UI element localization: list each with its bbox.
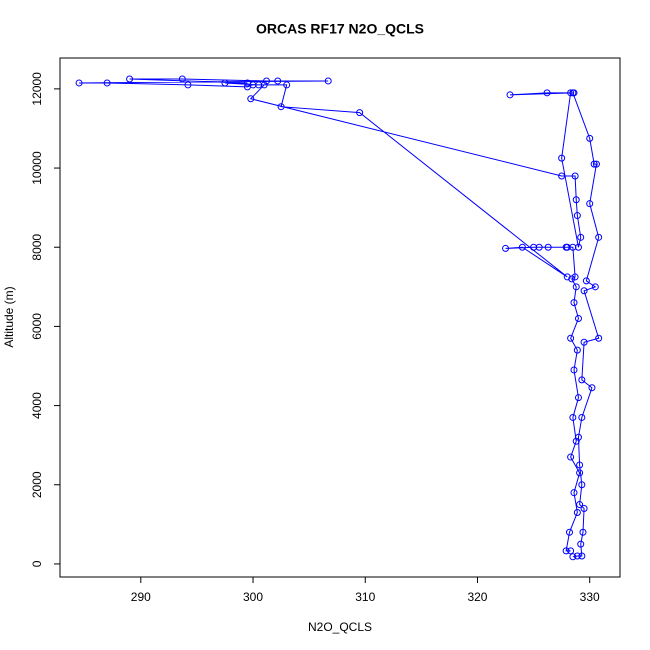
data-point: [576, 469, 584, 477]
data-point: [324, 77, 332, 85]
data-point: [567, 89, 575, 97]
y-tick-label: 2000: [30, 471, 44, 498]
data-point: [574, 394, 582, 402]
data-point: [576, 461, 584, 469]
x-tick-label: 330: [580, 590, 600, 604]
data-point: [574, 314, 582, 322]
data-point: [567, 334, 575, 342]
data-point: [569, 413, 577, 421]
data-point: [567, 547, 575, 555]
data-point: [75, 79, 83, 87]
data-point: [579, 528, 587, 536]
y-tick-label: 10000: [30, 151, 44, 185]
data-point: [573, 508, 581, 516]
x-tick-label: 290: [131, 590, 151, 604]
data-point: [103, 79, 111, 87]
data-point: [571, 273, 579, 281]
data-point: [506, 91, 514, 99]
data-point: [570, 299, 578, 307]
y-tick-label: 0: [30, 560, 44, 567]
data-point: [221, 79, 229, 87]
data-point: [530, 243, 538, 251]
data-point: [356, 109, 364, 117]
data-point: [544, 243, 552, 251]
data-point: [571, 172, 579, 180]
data-point: [178, 75, 186, 83]
data-point: [592, 160, 600, 168]
data-point: [573, 552, 581, 560]
data-point: [558, 172, 566, 180]
x-tick-label: 300: [243, 590, 263, 604]
data-point: [569, 89, 577, 97]
data-point: [274, 77, 282, 85]
data-point: [595, 233, 603, 241]
data-point: [586, 200, 594, 208]
data-point: [247, 95, 255, 103]
y-axis-label: Altitude (m): [2, 286, 16, 347]
plot-frame: [59, 57, 621, 578]
y-tick-label: 12000: [30, 72, 44, 106]
data-point: [126, 75, 134, 83]
data-point: [518, 243, 526, 251]
data-point: [578, 376, 586, 384]
data-point: [577, 540, 585, 548]
data-point: [568, 275, 576, 283]
data-point: [572, 437, 580, 445]
data-point: [595, 334, 603, 342]
data-point: [580, 338, 588, 346]
data-point: [249, 81, 257, 89]
data-point: [558, 154, 566, 162]
data-point: [502, 244, 510, 252]
data-point: [277, 103, 285, 111]
data-point: [567, 453, 575, 461]
chart-title: ORCAS RF17 N2O_QCLS: [256, 21, 424, 37]
data-point: [580, 287, 588, 295]
data-point: [578, 552, 586, 560]
data-point: [578, 481, 586, 489]
data-point: [591, 283, 599, 291]
data-point: [574, 433, 582, 441]
y-tick-label: 6000: [30, 313, 44, 340]
data-point: [283, 81, 291, 89]
y-tick-label: 8000: [30, 234, 44, 261]
data-point: [573, 212, 581, 220]
data-point: [562, 243, 570, 251]
data-point: [563, 273, 571, 281]
data-point: [260, 81, 268, 89]
data-point: [562, 547, 570, 555]
data-point: [573, 346, 581, 354]
x-tick-label: 320: [467, 590, 487, 604]
data-point: [576, 501, 584, 509]
data-point: [184, 81, 192, 89]
data-point: [543, 89, 551, 97]
data-point: [580, 505, 588, 513]
x-axis-label: N2O_QCLS: [308, 620, 372, 634]
data-point: [574, 243, 582, 251]
data-point: [565, 528, 573, 536]
data-point: [578, 413, 586, 421]
data-point: [262, 77, 270, 85]
data-point: [582, 277, 590, 285]
data-point: [570, 366, 578, 374]
data-point: [570, 489, 578, 497]
y-tick-label: 4000: [30, 392, 44, 419]
data-point: [586, 134, 594, 142]
data-point: [572, 283, 580, 291]
data-point: [590, 160, 598, 168]
data-point: [572, 196, 580, 204]
x-tick-label: 310: [355, 590, 375, 604]
data-point: [577, 233, 585, 241]
data-point: [588, 384, 596, 392]
data-point: [569, 553, 577, 561]
